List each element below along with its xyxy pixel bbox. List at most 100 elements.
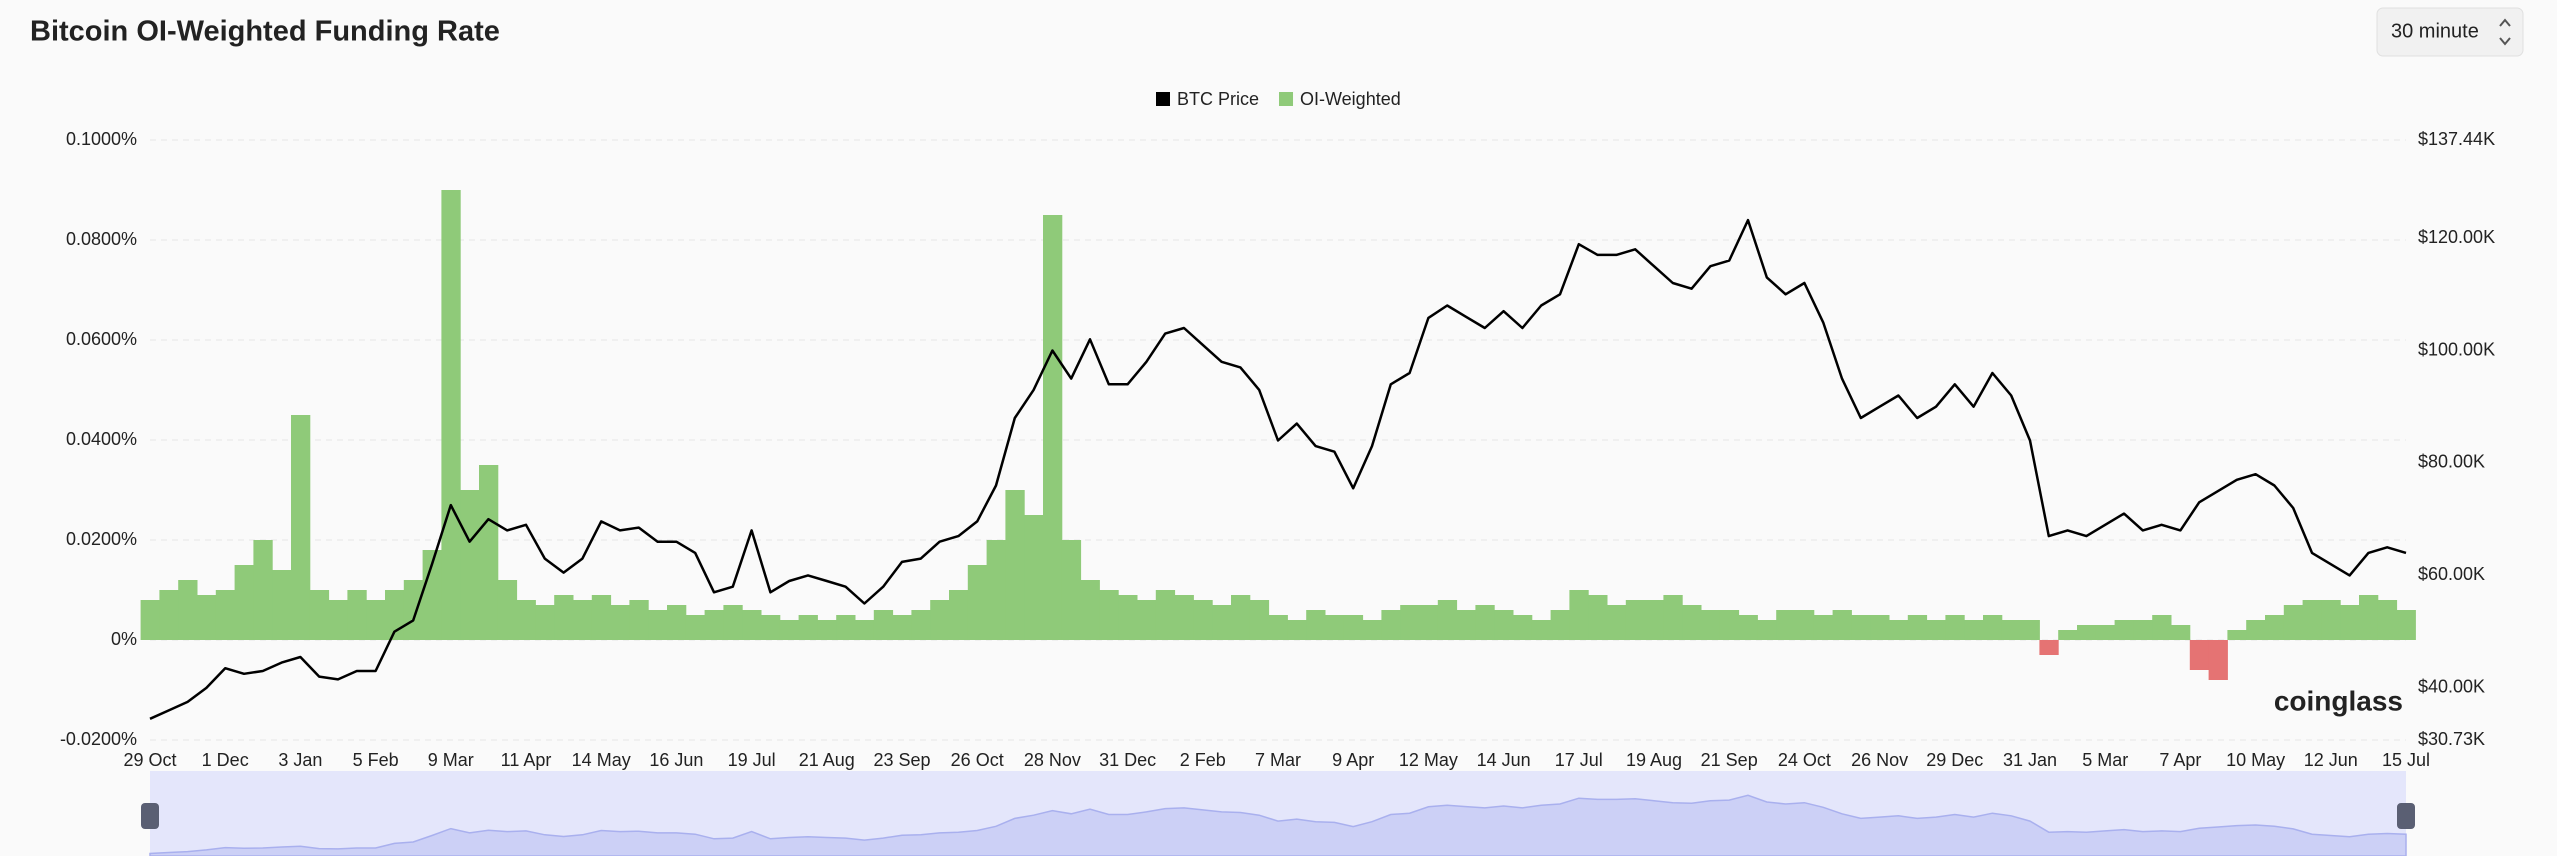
- legend-swatch: [1156, 92, 1170, 106]
- x-tick-label: 28 Nov: [1024, 750, 1081, 770]
- funding-bar: [873, 610, 894, 640]
- funding-bar: [2189, 640, 2210, 670]
- funding-bar: [2359, 595, 2379, 640]
- funding-bar: [704, 610, 724, 640]
- navigator-handle[interactable]: [2397, 803, 2415, 829]
- y-tick-label: 0.0200%: [66, 529, 137, 549]
- funding-bar: [309, 590, 330, 640]
- funding-bar: [2020, 620, 2040, 640]
- funding-bar: [1174, 595, 1194, 640]
- funding-bar: [1099, 590, 1119, 640]
- funding-bar: [798, 615, 818, 640]
- legend-label: BTC Price: [1177, 89, 1259, 109]
- funding-bar: [1607, 605, 1627, 640]
- x-tick-label: 9 Mar: [428, 750, 474, 770]
- x-tick-label: 17 Jul: [1555, 750, 1603, 770]
- x-tick-label: 19 Aug: [1626, 750, 1682, 770]
- funding-bar: [1569, 590, 1589, 640]
- x-tick-label: 15 Jul: [2382, 750, 2430, 770]
- funding-bar: [1889, 620, 1909, 640]
- x-tick-label: 5 Mar: [2082, 750, 2128, 770]
- y-tick-label: 0.0400%: [66, 429, 137, 449]
- funding-bar: [1306, 610, 1326, 640]
- funding-bar: [1795, 610, 1815, 640]
- funding-bar: [2265, 615, 2285, 640]
- funding-bar: [1719, 610, 1740, 640]
- y2-tick-label: $137.44K: [2418, 129, 2495, 149]
- y2-tick-label: $40.00K: [2418, 677, 2485, 697]
- funding-bar: [1231, 595, 1251, 640]
- funding-bar: [1513, 615, 1533, 640]
- funding-bar: [460, 490, 480, 640]
- funding-bar: [2246, 620, 2266, 640]
- x-tick-label: 21 Aug: [799, 750, 855, 770]
- funding-bar: [1456, 610, 1476, 640]
- funding-bar: [573, 600, 593, 640]
- funding-bar: [591, 595, 612, 640]
- funding-bar: [479, 465, 499, 640]
- interval-select[interactable]: [2376, 7, 2524, 57]
- funding-bar: [1475, 605, 1495, 640]
- funding-bar: [667, 605, 687, 640]
- x-tick-label: 12 May: [1399, 750, 1458, 770]
- funding-bar: [1550, 610, 1570, 640]
- funding-bar: [2321, 600, 2341, 640]
- funding-bar: [2227, 630, 2247, 640]
- navigator-handle[interactable]: [141, 803, 159, 829]
- y2-tick-label: $80.00K: [2418, 452, 2485, 472]
- x-tick-label: 7 Apr: [2159, 750, 2201, 770]
- funding-bar: [2058, 630, 2078, 640]
- funding-bar: [1757, 620, 1777, 640]
- funding-bar: [1813, 615, 1834, 640]
- funding-bar: [178, 580, 198, 640]
- funding-bar: [1400, 605, 1420, 640]
- funding-bar: [1043, 215, 1063, 640]
- interval-label[interactable]: 30 minute: [2391, 20, 2479, 42]
- funding-bar: [648, 610, 668, 640]
- y2-tick-label: $120.00K: [2418, 227, 2495, 247]
- x-tick-label: 11 Apr: [501, 750, 552, 770]
- funding-bar: [1531, 620, 1552, 640]
- funding-bar: [761, 615, 781, 640]
- x-tick-label: 9 Apr: [1332, 750, 1374, 770]
- funding-bar: [441, 190, 461, 640]
- funding-bar: [1362, 620, 1382, 640]
- funding-bar: [516, 600, 536, 640]
- select-arrows: [2499, 18, 2511, 46]
- x-tick-label: 2 Feb: [1180, 750, 1226, 770]
- watermark: coinglass: [2274, 685, 2403, 716]
- x-tick-label: 14 Jun: [1477, 750, 1531, 770]
- funding-bar: [2152, 615, 2172, 640]
- x-tick-label: 7 Mar: [1255, 750, 1301, 770]
- chart-title: Bitcoin OI-Weighted Funding Rate: [30, 16, 500, 48]
- funding-bar: [328, 600, 348, 640]
- funding-bar: [1663, 595, 1683, 640]
- funding-bar: [140, 600, 160, 640]
- x-tick-label: 5 Feb: [353, 750, 399, 770]
- funding-bar: [272, 570, 292, 640]
- funding-bar: [949, 590, 969, 640]
- funding-bar: [554, 595, 574, 640]
- y2-tick-label: $30.73K: [2418, 729, 2485, 749]
- funding-bar: [1005, 490, 1025, 640]
- x-tick-label: 29 Oct: [123, 750, 176, 770]
- x-tick-label: 1 Dec: [202, 750, 249, 770]
- funding-bar: [422, 550, 442, 640]
- x-tick-label: 3 Jan: [278, 750, 322, 770]
- funding-bar: [742, 610, 762, 640]
- x-tick-label: 26 Nov: [1851, 750, 1908, 770]
- y-tick-label: 0%: [111, 629, 137, 649]
- funding-bar: [1701, 610, 1721, 640]
- funding-bar: [2302, 600, 2322, 640]
- funding-bar: [2095, 625, 2116, 640]
- funding-bar: [911, 610, 931, 640]
- funding-bar: [1870, 615, 1890, 640]
- funding-bar: [1061, 540, 1082, 640]
- x-tick-label: 31 Dec: [1099, 750, 1156, 770]
- funding-bar: [2114, 620, 2134, 640]
- funding-bar: [253, 540, 273, 640]
- funding-bar: [1588, 595, 1608, 640]
- funding-bar: [2001, 620, 2022, 640]
- funding-bar: [1832, 610, 1852, 640]
